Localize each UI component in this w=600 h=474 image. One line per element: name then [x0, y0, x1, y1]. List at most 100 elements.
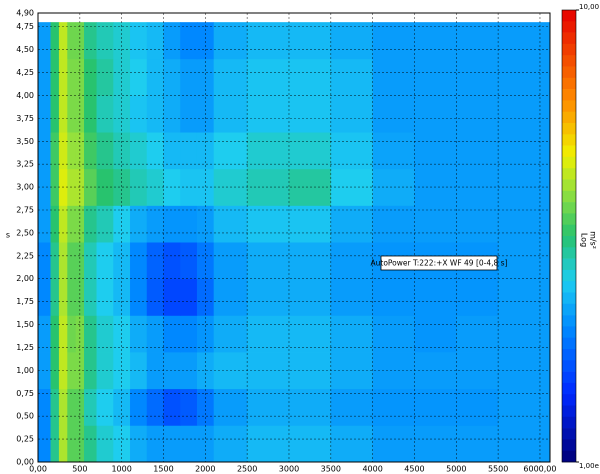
y-tick-label: 3,50 — [16, 137, 34, 146]
heatmap-cell — [414, 95, 456, 132]
heatmap-cell — [84, 389, 97, 426]
heatmap — [38, 22, 550, 462]
heatmap-cell — [84, 315, 97, 352]
heatmap-cell — [163, 315, 180, 352]
heatmap-cell — [373, 425, 415, 462]
colorbar-step — [562, 100, 576, 112]
heatmap-cell — [289, 315, 331, 352]
heatmap-cell — [130, 315, 147, 352]
heatmap-cell — [180, 425, 197, 462]
heatmap-cell — [247, 425, 289, 462]
heatmap-cell — [414, 205, 456, 242]
heatmap-cell — [331, 22, 373, 59]
heatmap-cell — [214, 425, 248, 462]
heatmap-cell — [214, 389, 248, 426]
y-tick-label: 2,50 — [16, 228, 34, 237]
heatmap-cell — [373, 389, 415, 426]
heatmap-cell — [331, 205, 373, 242]
colorbar-step — [562, 417, 576, 429]
heatmap-cell — [51, 59, 60, 96]
heatmap-cell — [247, 59, 289, 96]
annotation-text: AutoPower T:222:+X WF 49 [0-4,8 s] — [371, 259, 508, 268]
x-tick-label: 5500 — [488, 465, 508, 474]
heatmap-cell — [289, 242, 331, 279]
heatmap-cell — [331, 389, 373, 426]
heatmap-cell — [59, 59, 68, 96]
colorbar-step — [562, 304, 576, 316]
y-tick-label: 4,00 — [16, 91, 34, 100]
heatmap-cell — [373, 279, 415, 316]
x-tick-label: 500 — [72, 465, 87, 474]
heatmap-cell — [289, 22, 331, 59]
heatmap-cell — [97, 132, 114, 169]
colorbar-step — [562, 293, 576, 305]
heatmap-cell — [38, 242, 51, 279]
chart: 10,001,00e s Log m/s² AutoPower T:222:+X… — [0, 0, 600, 474]
heatmap-cell — [84, 425, 97, 462]
heatmap-cell — [414, 59, 456, 96]
colorbar-step — [562, 44, 576, 56]
colorbar-step — [562, 428, 576, 440]
heatmap-cell — [247, 315, 289, 352]
heatmap-cell — [373, 22, 415, 59]
colorbar-step — [562, 349, 576, 361]
heatmap-cell — [84, 132, 97, 169]
heatmap-cell — [214, 242, 248, 279]
heatmap-cell — [147, 389, 164, 426]
x-tick-label: 3000 — [279, 465, 299, 474]
heatmap-cell — [51, 205, 60, 242]
heatmap-cell — [373, 315, 415, 352]
heatmap-cell — [247, 242, 289, 279]
x-tick-label: 2500 — [237, 465, 257, 474]
colorbar-step — [562, 213, 576, 225]
heatmap-cell — [147, 95, 164, 132]
heatmap-cell — [456, 59, 498, 96]
colorbar-tick-label: 1,00e — [579, 462, 599, 470]
colorbar-step — [562, 33, 576, 45]
colorbar-step — [562, 21, 576, 33]
heatmap-cell — [130, 205, 147, 242]
heatmap-cell — [147, 242, 164, 279]
heatmap-cell — [59, 315, 68, 352]
heatmap-cell — [373, 205, 415, 242]
heatmap-cell — [67, 279, 76, 316]
colorbar-step — [562, 315, 576, 327]
heatmap-cell — [51, 315, 60, 352]
x-tick-label: 4500 — [404, 465, 424, 474]
heatmap-cell — [51, 425, 60, 462]
colorbar-step — [562, 89, 576, 101]
heatmap-cell — [163, 59, 180, 96]
y-tick-label: 3,75 — [16, 114, 34, 123]
heatmap-cell — [331, 95, 373, 132]
heatmap-cell — [180, 279, 197, 316]
heatmap-cell — [147, 132, 164, 169]
heatmap-cell — [67, 242, 76, 279]
heatmap-cell — [130, 95, 147, 132]
colorbar-scale: Log — [580, 233, 589, 247]
heatmap-cell — [331, 315, 373, 352]
heatmap-cell — [414, 315, 456, 352]
heatmap-cell — [38, 22, 51, 59]
heatmap-cell — [163, 425, 180, 462]
heatmap-cell — [147, 22, 164, 59]
colorbar-step — [562, 112, 576, 124]
heatmap-cell — [38, 279, 51, 316]
heatmap-cell — [97, 389, 114, 426]
colorbar-step — [562, 134, 576, 146]
heatmap-cell — [498, 22, 550, 59]
heatmap-cell — [498, 95, 550, 132]
heatmap-cell — [414, 132, 456, 169]
colorbar-step — [562, 372, 576, 384]
heatmap-cell — [414, 389, 456, 426]
heatmap-cell — [373, 59, 415, 96]
colorbar-tick-label: 10,00 — [579, 3, 599, 11]
heatmap-cell — [97, 59, 114, 96]
y-tick-label: 0,25 — [16, 435, 34, 444]
colorbar-unit: m/s² — [589, 231, 598, 249]
heatmap-cell — [456, 425, 498, 462]
heatmap-cell — [163, 132, 180, 169]
heatmap-cell — [163, 279, 180, 316]
heatmap-cell — [84, 205, 97, 242]
heatmap-cell — [180, 205, 197, 242]
heatmap-cell — [67, 22, 76, 59]
